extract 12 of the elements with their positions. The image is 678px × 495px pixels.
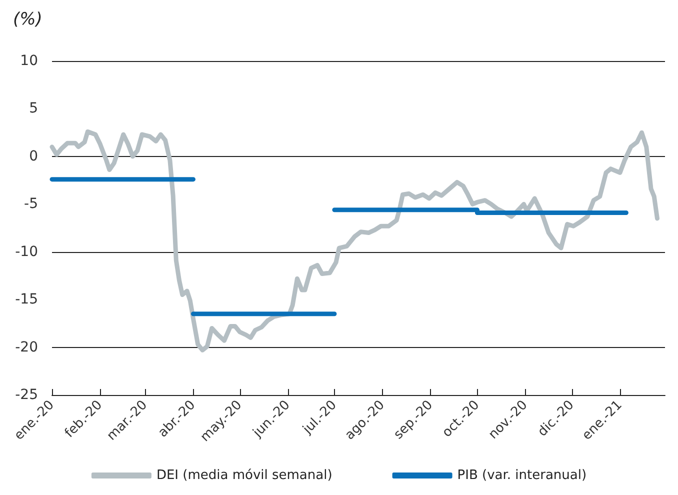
y-tick-label: -25 xyxy=(15,387,38,403)
line-series xyxy=(50,129,660,352)
y-tick-label: -15 xyxy=(15,292,38,308)
y-tick-label: 10 xyxy=(20,53,38,69)
y-tick-label: 5 xyxy=(29,100,38,117)
y-tick-label: -20 xyxy=(15,339,38,356)
y-tick-label: 0 xyxy=(29,148,38,164)
y-tick-label: -5 xyxy=(24,196,38,212)
y-axis-title: (%) xyxy=(13,10,42,30)
legend-label: PIB (var. interanual) xyxy=(457,468,587,483)
legend-label: DEI (media móvil semanal) xyxy=(156,468,332,483)
y-tick-label: -10 xyxy=(15,244,38,260)
